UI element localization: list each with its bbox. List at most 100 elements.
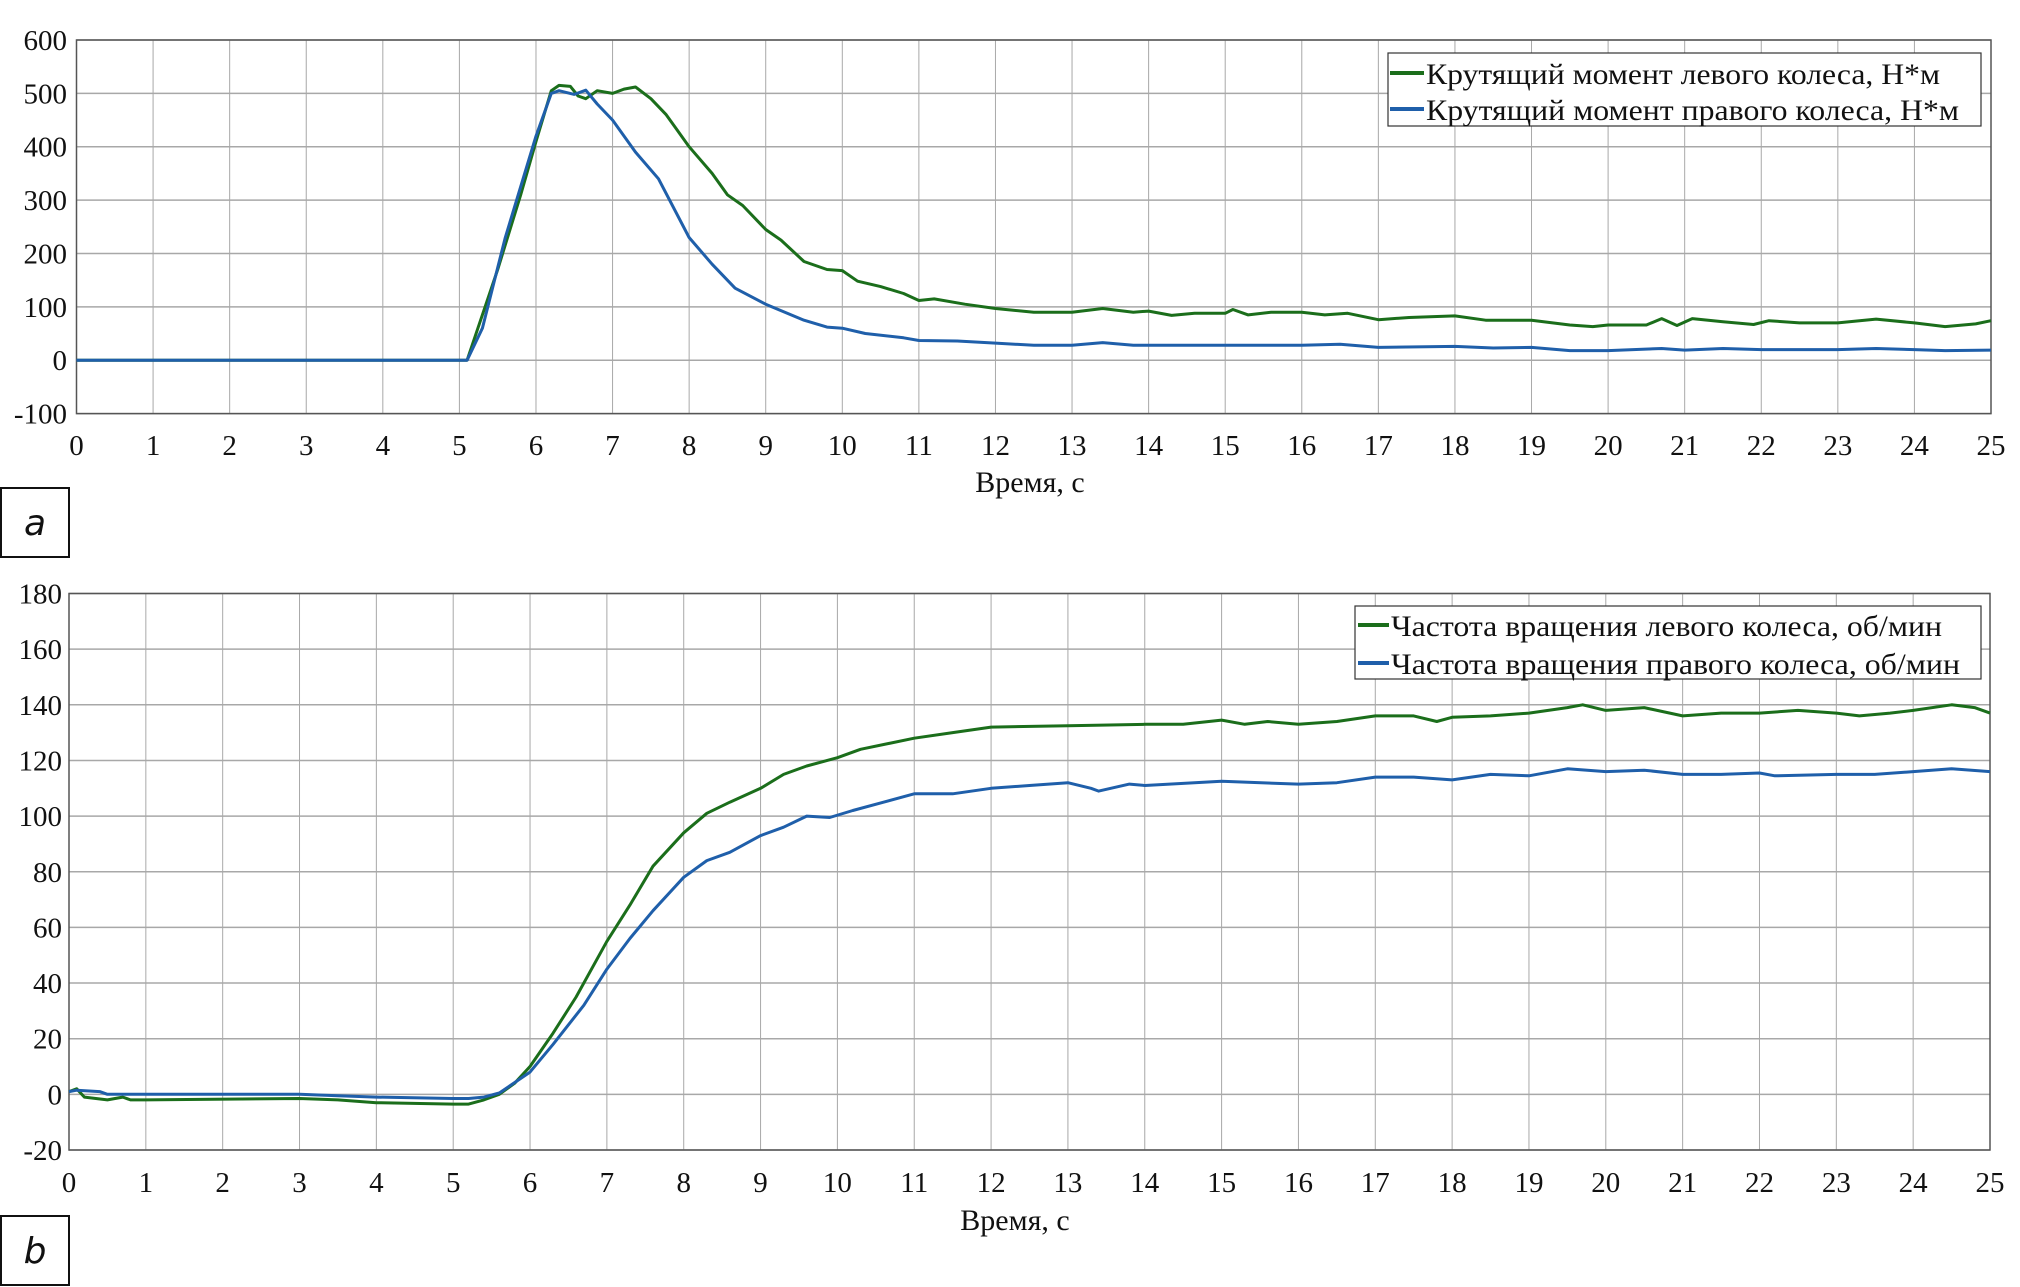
panel-label: b [24,1231,47,1272]
x-axis-label: Время, с [960,1204,1069,1237]
y-tick-label: 200 [24,238,68,270]
series-line-left-wheel [68,703,1991,1106]
y-tick-label: 80 [33,857,62,889]
x-tick-label: 12 [977,1167,1006,1199]
panel-label: a [24,503,46,544]
x-tick-labels: 0 1 2 3 4 5 6 7 8 9 10 11 12 13 14 15 16 17 18 19 20 21 22 23 24… [69,430,2005,462]
series-line-left-wheel [76,83,1992,362]
x-tick-label: 3 [299,430,314,462]
y-tick-label: 180 [19,579,63,611]
x-tick-label: 0 [69,430,84,462]
speed-chart: 0 1 2 3 4 5 6 7 8 9 10 11 12 13 14 15 16 17 18 19 20 21 22 23 24… [0,579,2005,1286]
x-tick-label: 18 [1438,1167,1467,1199]
y-tick-labels: -100 0 100 200 300 400 500 600 [14,25,67,431]
y-tick-label: 0 [53,345,68,377]
y-tick-labels: -20 0 20 40 60 80 100 120 140 160 180 [19,579,63,1168]
series-group [68,703,1991,1106]
x-tick-label: 15 [1207,1167,1236,1199]
x-tick-label: 21 [1668,1167,1697,1199]
y-tick-label: 400 [24,132,68,164]
x-tick-label: 4 [369,1167,384,1199]
x-tick-label: 9 [753,1167,768,1199]
y-tick-label: 140 [19,690,63,722]
y-tick-label: -100 [14,399,67,431]
y-tick-label: 300 [24,185,68,217]
series-group [76,83,1992,362]
x-tick-label: 25 [1977,430,2006,462]
x-tick-label: 21 [1670,430,1699,462]
x-tick-label: 9 [758,430,773,462]
x-tick-label: 16 [1287,430,1316,462]
x-tick-label: 0 [62,1167,77,1199]
x-tick-label: 19 [1517,430,1546,462]
x-tick-label: 8 [676,1167,691,1199]
x-tick-label: 11 [900,1167,928,1199]
x-tick-label: 5 [452,430,467,462]
x-tick-label: 18 [1440,430,1469,462]
x-tick-label: 23 [1822,1167,1851,1199]
y-tick-label: 0 [48,1079,63,1111]
y-tick-label: 60 [33,912,62,944]
x-tick-label: 12 [981,430,1010,462]
x-tick-labels: 0 1 2 3 4 5 6 7 8 9 10 11 12 13 14 15 16 17 18 19 20 21 22 23 24… [62,1167,2005,1199]
x-tick-label: 25 [1976,1167,2005,1199]
x-tick-label: 23 [1823,430,1852,462]
x-tick-label: 10 [823,1167,852,1199]
legend-label-right: Частота вращения правого колеса, об/мин [1391,648,1960,681]
legend-label-left: Частота вращения левого колеса, об/мин [1391,610,1942,643]
x-tick-label: 1 [146,430,161,462]
y-tick-label: -20 [23,1135,62,1167]
x-axis-label: Время, с [975,466,1084,499]
x-tick-label: 3 [292,1167,307,1199]
legend-box [1387,52,1982,127]
y-tick-label: 500 [24,78,68,110]
x-tick-label: 17 [1364,430,1393,462]
panel-label-box: a [0,487,70,558]
x-tick-label: 11 [905,430,933,462]
x-tick-label: 24 [1899,1167,1929,1199]
plot-frame [75,39,1992,415]
legend: Частота вращения левого колеса, об/мин Ч… [1354,605,1982,681]
series-line-right-wheel [76,88,1992,362]
panel-label-box: b [0,1215,70,1286]
y-tick-label: 40 [33,968,62,1000]
x-tick-label: 10 [828,430,857,462]
torque-chart: 0 1 2 3 4 5 6 7 8 9 10 11 12 13 14 15 16 17 18 19 20 21 22 23 24… [0,25,2006,558]
plot-frame [68,592,1991,1151]
legend-label-left: Крутящий момент левого колеса, Н*м [1426,58,1940,91]
x-tick-label: 2 [222,430,237,462]
x-tick-label: 4 [376,430,391,462]
y-tick-label: 120 [19,745,63,777]
x-tick-label: 20 [1591,1167,1620,1199]
x-tick-label: 20 [1594,430,1623,462]
x-tick-label: 13 [1053,1167,1082,1199]
y-tick-label: 160 [19,634,63,666]
y-tick-label: 20 [33,1024,62,1056]
x-tick-label: 6 [529,430,544,462]
legend-box [1354,605,1982,680]
x-tick-label: 17 [1361,1167,1390,1199]
series-line-right-wheel [68,767,1991,1100]
x-tick-label: 6 [523,1167,538,1199]
x-tick-label: 16 [1284,1167,1313,1199]
y-tick-label: 100 [19,801,63,833]
x-tick-label: 14 [1134,430,1164,462]
x-tick-label: 2 [215,1167,230,1199]
x-tick-label: 19 [1514,1167,1543,1199]
x-tick-label: 14 [1130,1167,1160,1199]
x-tick-label: 5 [446,1167,461,1199]
x-tick-label: 8 [682,430,697,462]
x-tick-label: 22 [1745,1167,1774,1199]
x-tick-label: 1 [139,1167,154,1199]
legend-label-right: Крутящий момент правого колеса, Н*м [1426,94,1959,127]
x-tick-label: 13 [1058,430,1087,462]
legend: Крутящий момент левого колеса, Н*м Крутя… [1387,52,1982,127]
y-tick-label: 100 [24,292,68,324]
x-tick-label: 15 [1211,430,1240,462]
x-tick-label: 7 [600,1167,615,1199]
x-tick-label: 24 [1900,430,1930,462]
x-tick-label: 7 [605,430,620,462]
x-tick-label: 22 [1747,430,1776,462]
y-tick-label: 600 [24,25,68,57]
